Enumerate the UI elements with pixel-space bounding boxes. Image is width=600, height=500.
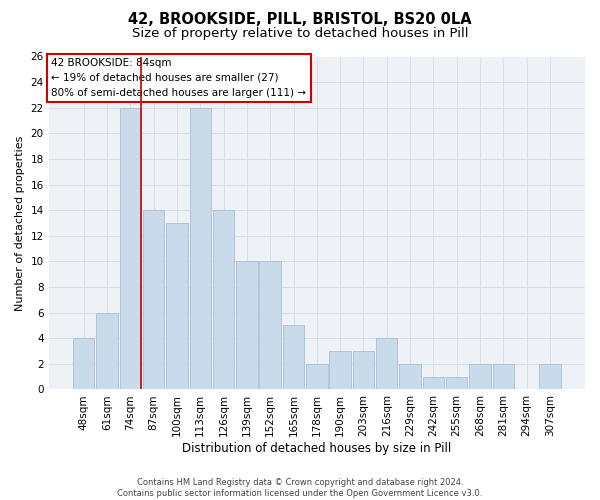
Bar	[97, 312, 118, 390]
Bar	[376, 338, 397, 390]
Bar	[283, 326, 304, 390]
Bar	[259, 262, 281, 390]
Bar	[353, 351, 374, 390]
Text: 42, BROOKSIDE, PILL, BRISTOL, BS20 0LA: 42, BROOKSIDE, PILL, BRISTOL, BS20 0LA	[128, 12, 472, 28]
Bar	[493, 364, 514, 390]
Bar	[422, 376, 444, 390]
Bar	[190, 108, 211, 390]
Bar	[539, 364, 560, 390]
Text: Size of property relative to detached houses in Pill: Size of property relative to detached ho…	[132, 28, 468, 40]
Bar	[236, 262, 257, 390]
Bar	[446, 376, 467, 390]
Bar	[400, 364, 421, 390]
Bar	[306, 364, 328, 390]
Bar	[73, 338, 94, 390]
Bar	[469, 364, 491, 390]
Bar	[143, 210, 164, 390]
Bar	[213, 210, 235, 390]
Bar	[329, 351, 351, 390]
Bar	[166, 223, 188, 390]
Text: Contains HM Land Registry data © Crown copyright and database right 2024.
Contai: Contains HM Land Registry data © Crown c…	[118, 478, 482, 498]
Bar	[119, 108, 141, 390]
Y-axis label: Number of detached properties: Number of detached properties	[15, 136, 25, 310]
Text: 42 BROOKSIDE: 84sqm
← 19% of detached houses are smaller (27)
80% of semi-detach: 42 BROOKSIDE: 84sqm ← 19% of detached ho…	[52, 58, 307, 98]
X-axis label: Distribution of detached houses by size in Pill: Distribution of detached houses by size …	[182, 442, 451, 455]
